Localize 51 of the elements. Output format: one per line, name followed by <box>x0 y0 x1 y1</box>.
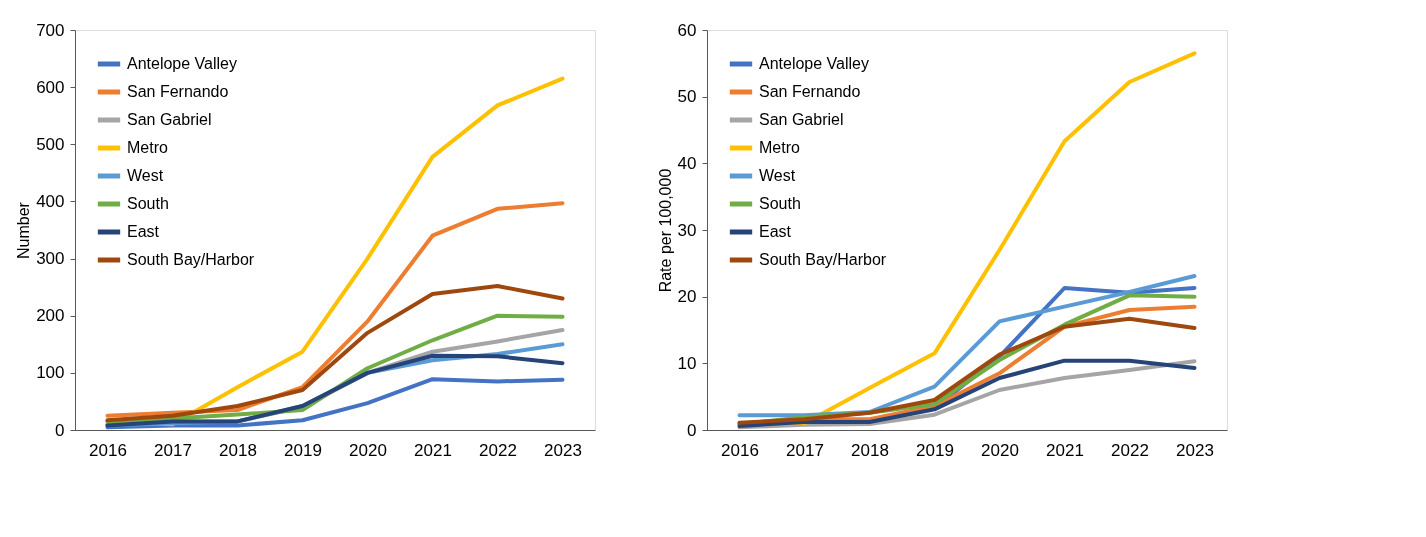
x-tick-label: 2022 <box>479 440 517 460</box>
legend-label: East <box>759 223 792 240</box>
legend-label: Antelope Valley <box>759 55 869 72</box>
x-tick-label: 2018 <box>851 440 889 460</box>
x-tick-label: 2016 <box>89 440 127 460</box>
x-tick-label: 2021 <box>414 440 452 460</box>
x-tick-label: 2023 <box>544 440 582 460</box>
y-tick-label: 100 <box>36 363 65 383</box>
y-tick-label: 50 <box>677 87 697 107</box>
legend-label: San Gabriel <box>127 111 212 128</box>
y-tick-label: 400 <box>36 191 65 211</box>
y-tick-label: 40 <box>677 153 697 173</box>
x-tick-label: 2020 <box>349 440 387 460</box>
line-series <box>105 377 565 430</box>
legend-label: South Bay/Harbor <box>127 251 255 268</box>
legend-label: Metro <box>759 139 800 156</box>
x-tick-label: 2018 <box>219 440 257 460</box>
x-tick-label: 2019 <box>916 440 954 460</box>
legend-label: Metro <box>127 139 168 156</box>
x-tick-label: 2017 <box>154 440 192 460</box>
legend-label: East <box>127 223 160 240</box>
y-tick-label: 10 <box>677 353 697 373</box>
x-tick-label: 2020 <box>981 440 1019 460</box>
legend-label: San Gabriel <box>759 111 844 128</box>
legend-label: Antelope Valley <box>127 55 237 72</box>
x-tick-label: 2022 <box>1111 440 1149 460</box>
legend-label: South <box>127 195 169 212</box>
x-tick-label: 2023 <box>1176 440 1214 460</box>
legend-label: South <box>759 195 801 212</box>
y-axis-title: Rate per 100,000 <box>656 168 674 293</box>
legend-label: West <box>759 167 796 184</box>
y-tick-label: 200 <box>36 306 65 326</box>
legend-label: South Bay/Harbor <box>759 251 887 268</box>
y-tick-label: 600 <box>36 77 65 97</box>
x-tick-label: 2017 <box>786 440 824 460</box>
legend-label: San Fernando <box>127 83 229 100</box>
y-tick-label: 0 <box>687 420 697 440</box>
legend-label: San Fernando <box>759 83 861 100</box>
y-tick-label: 30 <box>677 220 697 240</box>
x-tick-label: 2021 <box>1046 440 1084 460</box>
x-tick-label: 2019 <box>284 440 322 460</box>
y-tick-label: 500 <box>36 134 65 154</box>
y-tick-label: 700 <box>36 20 65 40</box>
y-tick-label: 0 <box>55 420 65 440</box>
y-tick-label: 20 <box>677 287 697 307</box>
legend-label: West <box>127 167 164 184</box>
x-tick-label: 2016 <box>721 440 759 460</box>
y-axis-title: Number <box>15 201 33 259</box>
y-tick-label: 60 <box>677 20 697 40</box>
line-series <box>105 284 565 423</box>
y-tick-label: 300 <box>36 249 65 269</box>
